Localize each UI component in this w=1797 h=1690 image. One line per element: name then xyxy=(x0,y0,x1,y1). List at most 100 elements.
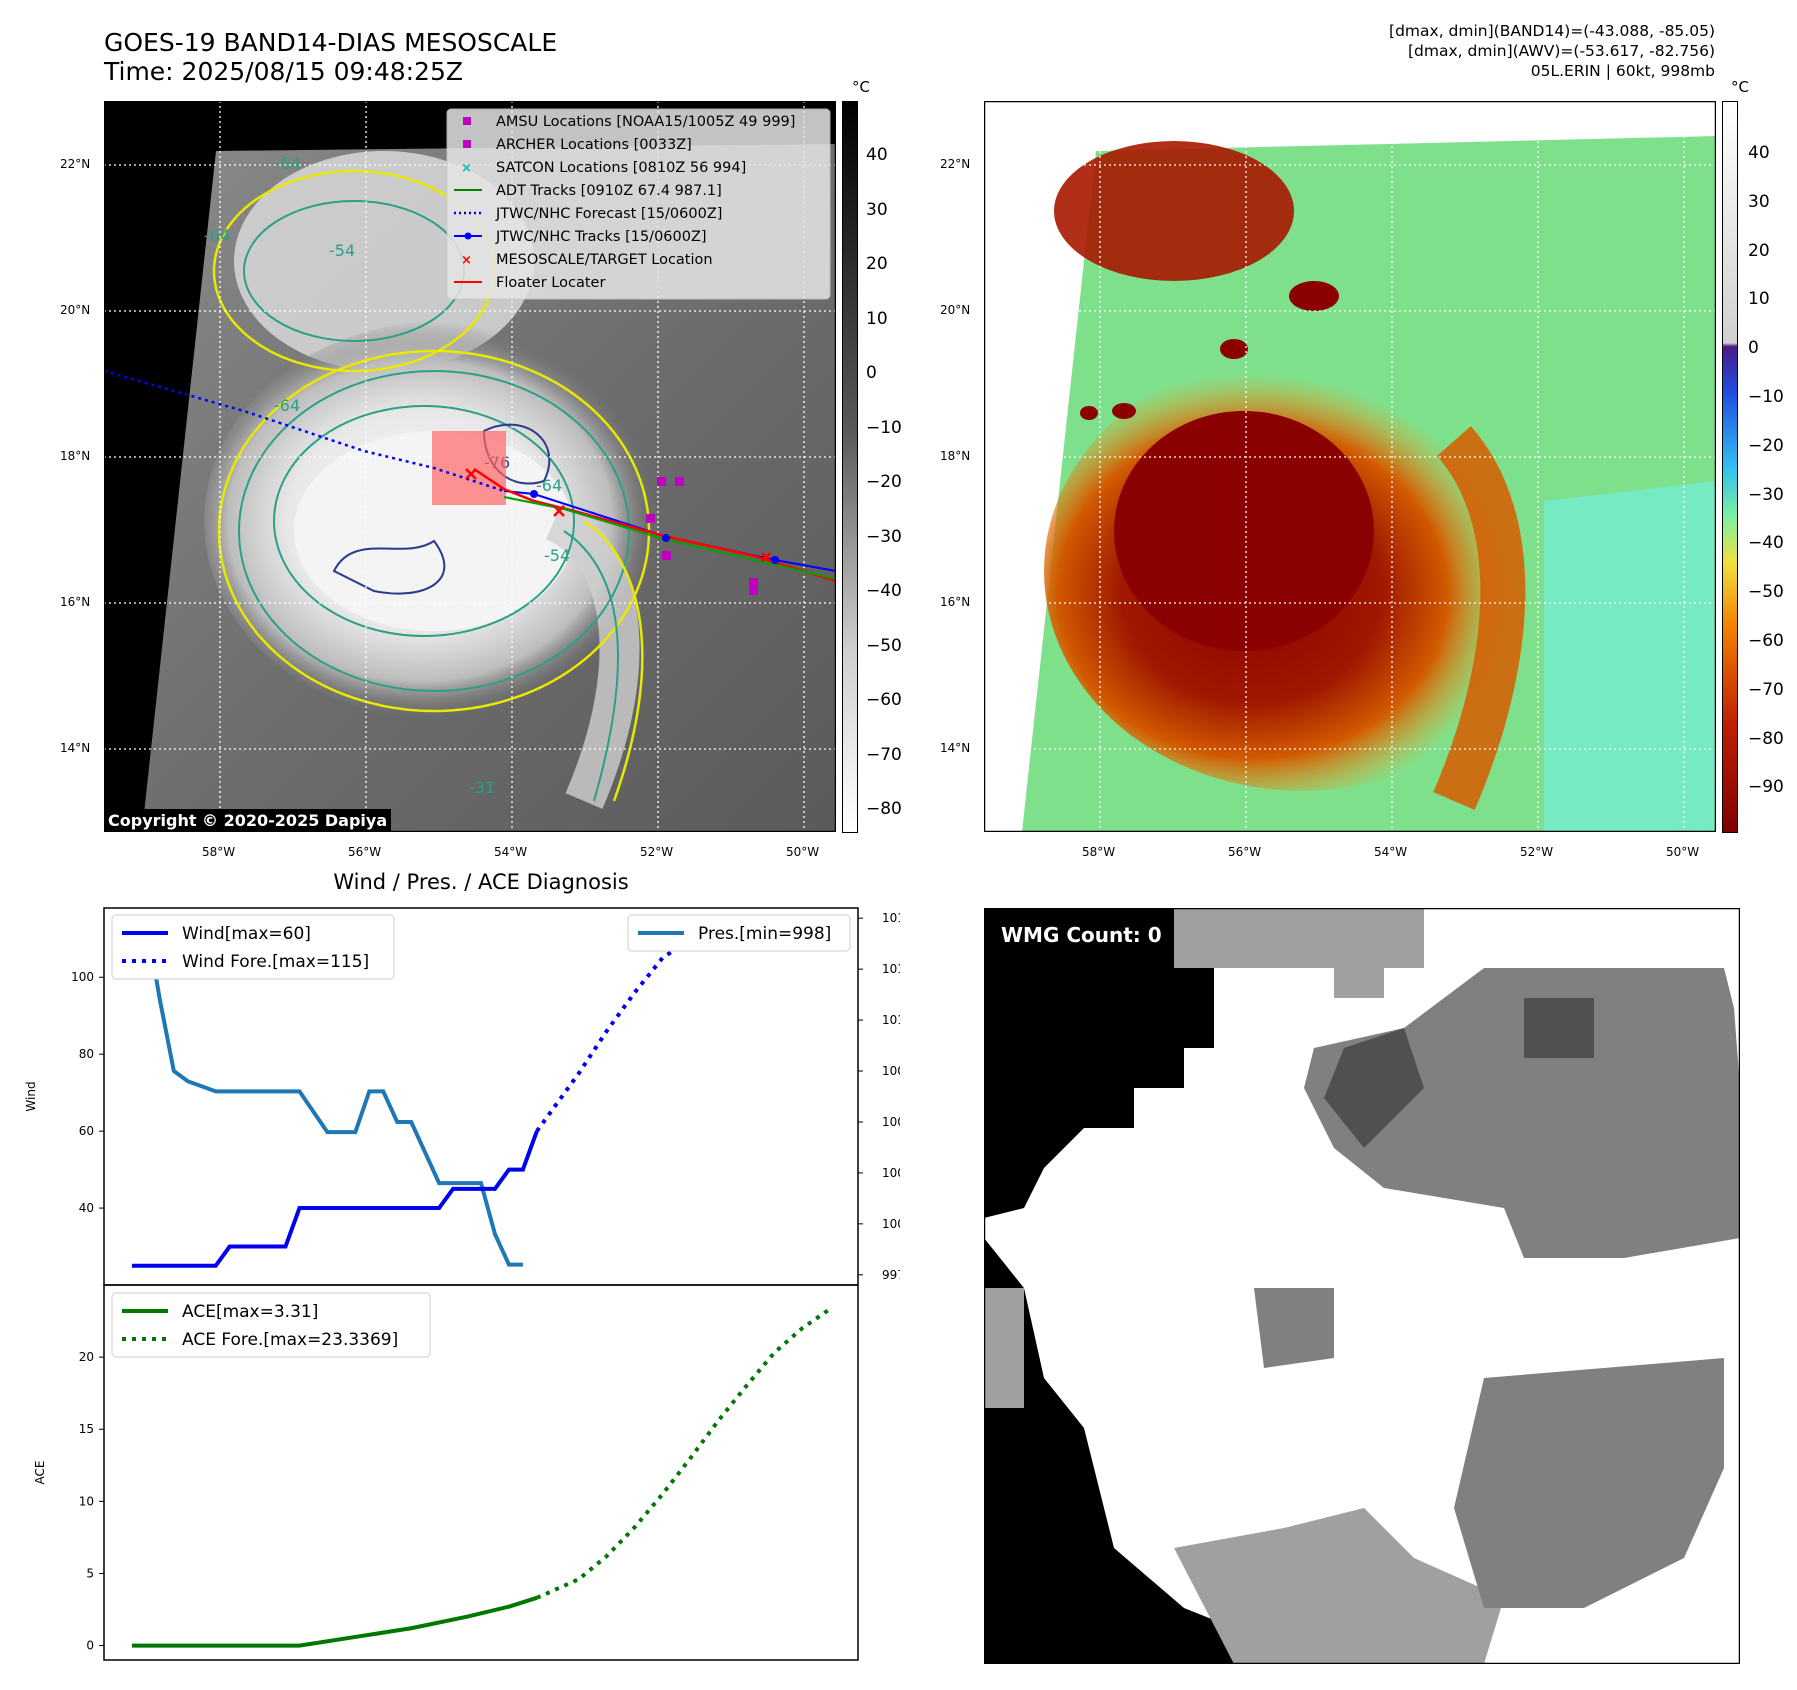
colorbar-right-unit: °C xyxy=(1731,78,1749,96)
legend-label: MESOSCALE/TARGET Location xyxy=(496,252,713,268)
target-markers xyxy=(465,468,771,562)
mesoscale-target-box xyxy=(432,431,506,505)
colorbar-tick: 30 xyxy=(866,199,888,220)
ace-legend-label: ACE[max=3.31] xyxy=(182,1302,318,1322)
colorbar-left xyxy=(842,101,858,833)
lat-tick: 22°N xyxy=(940,157,971,171)
legend-label: ADT Tracks [0910Z 67.4 987.1] xyxy=(496,183,722,199)
colorbar-tick: 20 xyxy=(866,254,888,274)
colorbar-tick: 30 xyxy=(1748,191,1770,212)
lat-tick: 14°N xyxy=(940,741,971,755)
ace-tick-label: 20 xyxy=(79,1350,94,1364)
contour-label: -64 xyxy=(536,476,562,495)
ace-tick-label: 15 xyxy=(79,1422,94,1436)
ace-tick-label: 0 xyxy=(86,1639,94,1653)
awv-spiral-band xyxy=(1433,426,1526,810)
colorbar-tick: −90 xyxy=(1748,777,1784,798)
colorbar-tick: −40 xyxy=(1748,533,1784,554)
chart-title: Wind / Pres. / ACE Diagnosis xyxy=(333,870,628,894)
wind-axis-label: Wind xyxy=(24,1081,38,1111)
colorbar-tick: 0 xyxy=(1748,338,1759,359)
wmg-region-lightgray-w xyxy=(984,1288,1024,1408)
wind-legend-box xyxy=(111,914,395,980)
lat-tick: 18°N xyxy=(940,449,971,463)
lon-tick: 56°W xyxy=(1228,845,1262,859)
wind-tick-label: 80 xyxy=(79,1047,94,1061)
colorbar-tick: −30 xyxy=(866,526,902,547)
legend-label: ARCHER Locations [0033Z] xyxy=(496,137,692,153)
awv-north-dry xyxy=(1054,141,1294,281)
ir-map-panel: -64 -64 -54 -64 -76 -64 -54 -31 A xyxy=(104,101,836,832)
colorbar-tick: −80 xyxy=(866,799,902,819)
wmg-region-dark-ne2 xyxy=(1524,998,1594,1058)
lat-tick: 16°N xyxy=(940,595,971,609)
ace-line xyxy=(131,1595,538,1648)
pressure-tick-label: 1007.5 xyxy=(882,1064,900,1078)
wmg-region-black-sw xyxy=(984,1238,1444,1664)
figure-title-line2: Time: 2025/08/15 09:48:25Z xyxy=(104,57,463,86)
wind-legend-label: Wind[max=60] xyxy=(182,924,311,944)
awv-map-panel xyxy=(984,101,1716,832)
colorbar-tick: 40 xyxy=(866,145,888,165)
info-line2: [dmax, dmin](AWV)=(-53.617, -82.756) xyxy=(1408,42,1715,60)
colorbar-tick: −50 xyxy=(1748,582,1784,603)
legend-label: Floater Locater xyxy=(496,275,605,291)
wind-forecast-line xyxy=(535,921,831,1133)
contour-label: -64 xyxy=(204,226,230,245)
pressure-tick-label: 1005.0 xyxy=(882,1115,900,1129)
awv-gridlines xyxy=(984,101,1716,832)
wmg-region-gray-se xyxy=(1454,1358,1724,1608)
adt-track xyxy=(503,496,836,580)
ace-legend-box xyxy=(111,1292,431,1358)
awv-core-darkest xyxy=(1114,411,1374,651)
wmg-region-black xyxy=(984,908,1214,1218)
wmg-region-lightgray-s xyxy=(1174,1508,1504,1664)
colorbar-tick: −20 xyxy=(866,472,902,492)
lon-tick: 50°W xyxy=(1666,845,1700,859)
lon-tick: 58°W xyxy=(202,845,236,859)
colorbar-tick: 20 xyxy=(1748,240,1770,261)
contour-band-teal xyxy=(563,530,619,802)
contour-label: -31 xyxy=(469,778,495,797)
figure-title-line1: GOES-19 BAND14-DIAS MESOSCALE xyxy=(104,28,558,57)
pressure-line xyxy=(131,916,523,1267)
colorbar-tick: −20 xyxy=(1748,435,1784,456)
colorbar-right xyxy=(1722,101,1738,833)
lon-tick: 54°W xyxy=(1374,845,1408,859)
contour-teal-outer xyxy=(238,370,630,692)
pressure-legend-label: Pres.[min=998] xyxy=(698,924,831,944)
pressure-tick-label: 1000.0 xyxy=(882,1217,900,1231)
pressure-legend-box xyxy=(627,914,851,952)
bottom-plot-frame xyxy=(103,1284,859,1661)
lon-tick: 52°W xyxy=(1520,845,1554,859)
wind-legend-label: Wind Fore.[max=115] xyxy=(182,952,369,972)
colorbar-tick: −70 xyxy=(1748,679,1784,700)
colorbar-tick: −30 xyxy=(1748,484,1784,505)
wmg-region-dark-ne xyxy=(1324,1028,1424,1148)
colorbar-tick: 40 xyxy=(1748,143,1770,163)
spiral-band xyxy=(545,502,640,809)
lon-tick: 56°W xyxy=(348,845,382,859)
ace-tick-label: 10 xyxy=(79,1494,94,1508)
colorbar-tick: 10 xyxy=(866,308,888,329)
pressure-tick-label: 1015.0 xyxy=(882,911,900,925)
colorbar-tick: −50 xyxy=(866,635,902,656)
svg-text:×: × xyxy=(461,161,472,176)
map-legend: AMSU Locations [NOAA15/1005Z 49 999] ARC… xyxy=(446,108,831,300)
wmg-panel xyxy=(984,908,1740,1664)
lon-tick: 58°W xyxy=(1082,845,1116,859)
wind-tick-label: 100 xyxy=(71,970,94,984)
wind-line xyxy=(131,1130,539,1268)
lon-tick: 54°W xyxy=(494,845,528,859)
svg-text:×: × xyxy=(461,253,472,268)
colorbar-tick: −10 xyxy=(1748,387,1784,407)
info-line3: 05L.ERIN | 60kt, 998mb xyxy=(1530,62,1715,80)
lat-tick: 16°N xyxy=(60,595,91,609)
colorbar-left-unit: °C xyxy=(852,78,870,96)
lat-tick: 20°N xyxy=(60,303,91,317)
lat-tick: 18°N xyxy=(60,449,91,463)
colorbar-tick: −80 xyxy=(1748,728,1784,749)
copyright-label: Copyright © 2020-2025 Dapiya xyxy=(104,809,392,832)
